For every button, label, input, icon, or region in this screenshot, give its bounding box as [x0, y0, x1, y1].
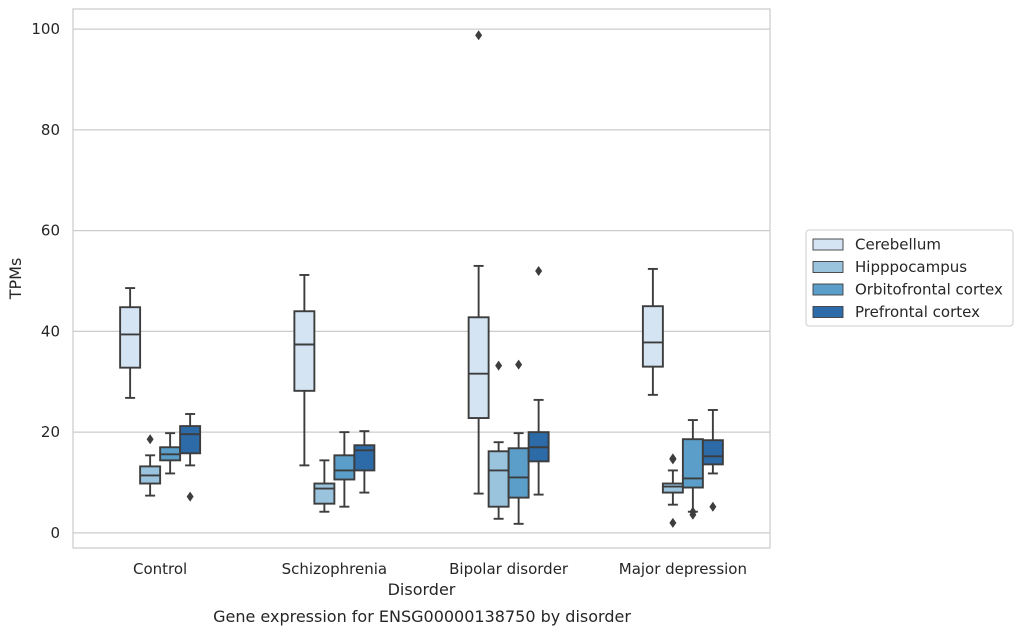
plot-frame — [72, 8, 771, 549]
outlier-point — [515, 359, 523, 370]
y-tick-label: 40 — [41, 322, 60, 340]
plot-area — [73, 9, 770, 548]
box-hipppocampus — [661, 453, 684, 528]
iqr-box — [507, 447, 530, 499]
y-tick-labels: 0 20 40 60 80 100 — [31, 20, 60, 542]
box-hipppocampus — [139, 434, 162, 497]
iqr-box — [467, 316, 490, 419]
x-tick-label: Major depression — [619, 560, 747, 578]
iqr-box — [681, 438, 704, 489]
chart-caption: Gene expression for ENSG00000138750 by d… — [213, 607, 631, 626]
iqr-box — [353, 444, 376, 472]
legend-swatch — [812, 283, 844, 296]
boxes-layer — [119, 30, 724, 528]
iqr-box — [119, 306, 142, 369]
outlier-point — [535, 265, 543, 276]
legend-label: Cerebellum — [855, 236, 941, 254]
iqr-box — [293, 310, 316, 392]
box-hipppocampus — [313, 459, 336, 513]
x-axis-label: Disorder — [388, 580, 456, 599]
outlier-point — [495, 360, 503, 371]
box-cerebellum — [467, 30, 490, 495]
legend-swatch — [812, 261, 844, 273]
outlier-point — [669, 517, 677, 528]
box-cerebellum — [119, 287, 142, 399]
x-tick-label: Control — [133, 560, 187, 578]
outlier-point — [475, 30, 483, 41]
iqr-box — [179, 425, 202, 455]
iqr-box — [641, 305, 664, 368]
legend-frame — [805, 229, 1014, 327]
legend-label: Hipppocampus — [855, 258, 967, 276]
box-cerebellum — [641, 267, 664, 396]
y-tick-label: 20 — [41, 423, 60, 441]
y-tick-label: 80 — [41, 121, 60, 139]
iqr-box — [701, 439, 724, 466]
legend-swatch — [812, 306, 844, 318]
box-prefrontal-cortex — [527, 265, 550, 496]
box-cerebellum — [293, 274, 316, 467]
box-prefrontal-cortex — [353, 430, 376, 494]
iqr-box — [487, 450, 510, 508]
iqr-box — [333, 454, 356, 481]
y-tick-label: 100 — [31, 20, 60, 38]
iqr-box — [661, 482, 684, 494]
y-axis-label: TPMs — [6, 258, 25, 301]
outlier-point — [669, 453, 677, 464]
legend: Cerebellum Hipppocampus Orbitofrontal cort… — [805, 229, 1014, 327]
box-prefrontal-cortex — [179, 413, 202, 502]
outlier-point — [689, 506, 697, 517]
x-tick-label: Bipolar disorder — [449, 560, 569, 578]
y-tick-label: 0 — [50, 524, 60, 542]
outlier-point — [186, 491, 194, 502]
x-tick-labels: Control Schizophrenia Bipolar disorder Majo… — [133, 560, 747, 578]
box-prefrontal-cortex — [701, 409, 724, 512]
x-tick-label: Schizophrenia — [282, 560, 387, 578]
box-orbitofrontal-cortex — [507, 359, 530, 525]
iqr-box — [313, 482, 336, 505]
legend-swatch — [812, 238, 844, 251]
legend-label: Orbitofrontal cortex — [855, 281, 1003, 299]
box-orbitofrontal-cortex — [681, 419, 704, 520]
outlier-point — [709, 501, 717, 512]
box-hipppocampus — [487, 360, 510, 520]
outlier-point — [146, 434, 154, 445]
legend-label: Prefrontal cortex — [855, 303, 980, 321]
y-tick-label: 60 — [41, 222, 60, 240]
